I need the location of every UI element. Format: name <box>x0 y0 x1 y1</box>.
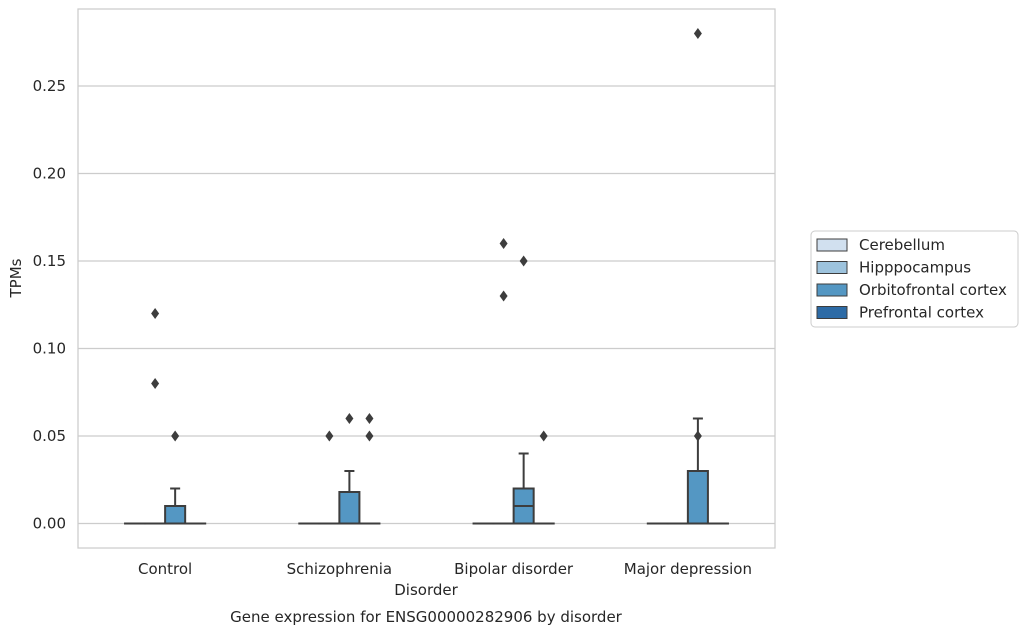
box-prefrontal-cortex <box>358 413 381 525</box>
legend-label: Cerebellum <box>859 236 945 254</box>
outlier-point <box>365 413 374 424</box>
outlier-point <box>693 430 702 442</box>
outlier-point <box>325 430 334 442</box>
x-tick-label: Control <box>138 560 192 578</box>
box-hipppocampus <box>144 308 167 525</box>
legend-frame <box>810 230 1019 328</box>
y-tick-label: 0.05 <box>33 427 66 445</box>
x-axis-label: Disorder <box>394 581 458 599</box>
legend-label: Orbitofrontal cortex <box>859 281 1007 299</box>
y-tick-label: 0.10 <box>33 340 66 358</box>
y-tick-label: 0.25 <box>33 77 66 95</box>
outlier-point <box>151 308 160 319</box>
outlier-point <box>539 430 548 442</box>
box-orbitofrontal-cortex <box>338 413 361 525</box>
x-tick-label: Major depression <box>624 560 752 578</box>
x-tick-label: Schizophrenia <box>287 560 392 578</box>
x-axis-ticks: Control Schizophrenia Bipolar disorder Majo… <box>138 560 752 578</box>
outlier-point <box>151 378 160 389</box>
y-axis-label: TPMs <box>7 258 25 298</box>
legend-swatch <box>816 261 848 274</box>
outlier-point <box>499 238 508 249</box>
box-prefrontal-cortex <box>532 430 555 525</box>
outlier-point <box>519 255 528 267</box>
y-tick-label: 0.15 <box>33 252 66 270</box>
box-hipppocampus <box>318 430 341 525</box>
outlier-point <box>365 430 374 442</box>
y-axis-ticks: 0.00 0.05 0.10 0.15 0.20 0.25 <box>33 77 66 533</box>
box <box>686 470 709 525</box>
box <box>338 491 361 525</box>
box-orbitofrontal-cortex <box>686 28 709 525</box>
plot-area <box>124 28 729 525</box>
legend-swatch <box>816 238 848 252</box>
x-tick-label: Bipolar disorder <box>454 560 574 578</box>
outlier-point <box>345 413 354 424</box>
y-tick-label: 0.20 <box>33 165 66 183</box>
legend-swatch <box>816 306 848 319</box>
grid-lines <box>78 85 775 525</box>
legend: Cerebellum Hipppocampus Orbitofrontal cort… <box>810 230 1019 328</box>
legend-label: Hipppocampus <box>859 259 971 277</box>
outlier-point <box>171 430 180 442</box>
y-tick-label: 0.00 <box>33 515 66 533</box>
chart-caption: Gene expression for ENSG00000282906 by d… <box>230 608 623 626</box>
box-orbitofrontal-cortex <box>164 430 187 525</box>
box <box>164 505 187 525</box>
outlier-point <box>499 290 508 302</box>
box-hipppocampus <box>492 238 515 525</box>
box-orbitofrontal-cortex <box>512 255 535 525</box>
plot-frame <box>77 8 776 549</box>
legend-label: Prefrontal cortex <box>859 304 984 322</box>
legend-swatch <box>816 283 848 297</box>
outlier-point <box>693 28 702 39</box>
